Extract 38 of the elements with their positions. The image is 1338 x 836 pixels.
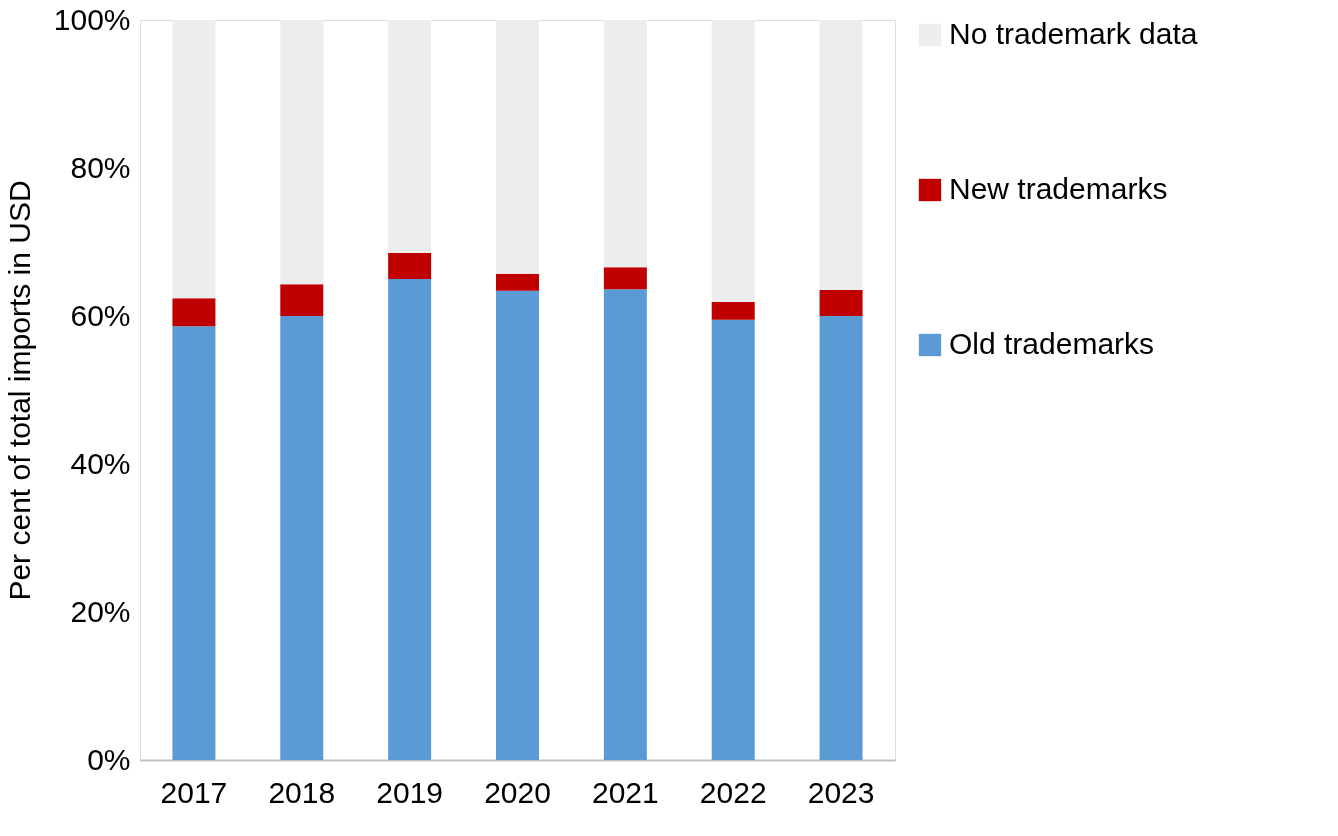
bar: [388, 20, 432, 254]
legend-label: No trademark data: [949, 17, 1198, 50]
y-tick-label: 40%: [70, 446, 131, 480]
bar: [172, 20, 216, 299]
bar: [172, 298, 216, 327]
x-tick-label: 2017: [160, 775, 228, 809]
x-tick-label: 2019: [376, 775, 444, 809]
bar: [496, 290, 539, 760]
x-tick-label: 2021: [591, 775, 659, 809]
y-tick-label: 80%: [70, 150, 131, 184]
legend-label: Old trademarks: [949, 327, 1155, 360]
bar: [496, 20, 539, 274]
legend-label: New trademarks: [949, 172, 1168, 205]
bar: [711, 301, 755, 320]
y-tick-label: 20%: [70, 594, 131, 628]
bar: [711, 319, 755, 760]
bar: [819, 316, 863, 760]
bar: [388, 253, 432, 279]
x-tick-label: 2020: [484, 775, 551, 809]
bar: [603, 267, 647, 290]
x-tick-label: 2022: [699, 775, 767, 809]
bar: [172, 326, 216, 760]
bar: [603, 20, 647, 268]
x-tick-label: 2018: [268, 775, 336, 809]
bar: [819, 290, 863, 316]
x-tick-label: 2023: [807, 775, 875, 809]
bar: [280, 316, 324, 760]
y-axis-title: Per cent of total imports in USD: [2, 180, 36, 601]
bar: [603, 289, 647, 760]
y-tick-label: 100%: [53, 2, 131, 36]
bar: [280, 20, 324, 285]
bar: [280, 284, 324, 316]
bar: [711, 20, 755, 302]
y-tick-label: 60%: [70, 298, 131, 332]
bar: [496, 273, 539, 291]
bar: [388, 279, 432, 760]
y-tick-label: 0%: [87, 742, 131, 776]
bar: [819, 20, 863, 291]
